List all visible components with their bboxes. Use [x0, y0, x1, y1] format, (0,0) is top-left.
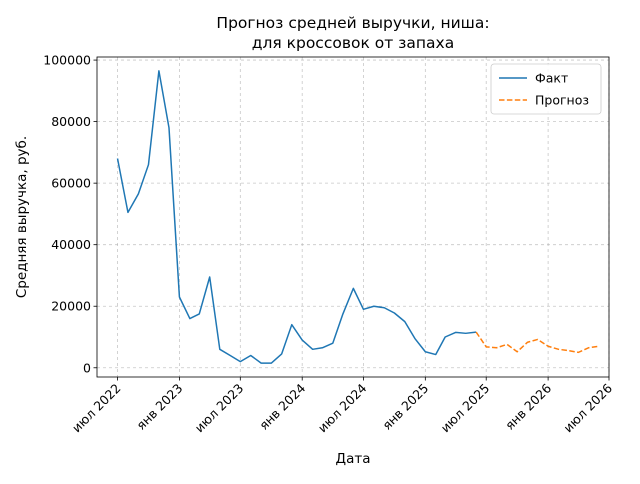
x-tick-label: июл 2026 — [560, 380, 615, 435]
x-tick-label: янв 2025 — [379, 381, 431, 433]
chart-title: для кроссовок от запаха — [252, 34, 454, 52]
y-tick-label: 20000 — [51, 299, 91, 314]
series-line-actual — [116, 70, 477, 364]
chart-title: Прогноз средней выручки, ниша: — [216, 14, 489, 32]
x-tick-label: июл 2024 — [315, 380, 370, 435]
y-tick-label: 40000 — [51, 237, 91, 252]
y-tick-label: 0 — [83, 360, 91, 375]
plot-frame — [96, 56, 610, 378]
x-tick-label: июл 2022 — [69, 381, 124, 436]
x-axis-label: Дата — [336, 451, 371, 467]
y-tick-label: 60000 — [51, 176, 91, 191]
legend-label: Факт — [535, 71, 568, 86]
y-tick-label: 100000 — [43, 53, 91, 68]
x-tick-label: янв 2026 — [502, 380, 554, 432]
x-tick-label: июл 2025 — [438, 381, 493, 436]
y-axis-label: Средняя выручка, руб. — [14, 136, 30, 298]
series-line-forecast — [475, 331, 600, 354]
legend-label: Прогноз — [535, 93, 589, 108]
x-tick-label: янв 2024 — [256, 380, 308, 432]
x-tick-label: июл 2023 — [192, 381, 247, 436]
y-tick-label: 80000 — [51, 114, 91, 129]
x-tick-label: янв 2023 — [133, 381, 185, 433]
legend-box — [490, 63, 602, 115]
